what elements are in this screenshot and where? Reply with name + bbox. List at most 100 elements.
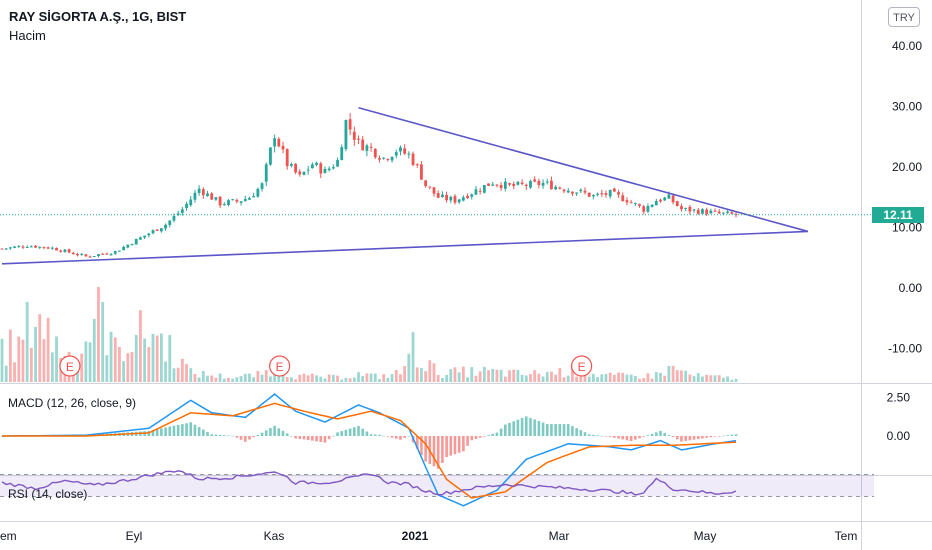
candle-body: [671, 195, 675, 203]
macd-histogram-bar: [499, 428, 503, 436]
macd-histogram-bar: [311, 436, 314, 441]
candle-body: [151, 230, 155, 234]
macd-histogram-bar: [516, 419, 520, 436]
candle-body: [701, 209, 704, 214]
volume-bar: [646, 373, 650, 382]
currency-button[interactable]: TRY: [888, 7, 920, 27]
candle-body: [361, 139, 365, 151]
volume-bar: [105, 355, 109, 382]
candle-body: [415, 164, 419, 166]
volume-bar: [17, 336, 21, 382]
volume-bar: [118, 346, 121, 382]
macd-histogram-bar: [277, 428, 281, 436]
volume-bar: [248, 373, 251, 382]
earnings-marker-label: E: [66, 360, 74, 374]
volume-legend[interactable]: Hacim: [9, 28, 46, 43]
earnings-marker[interactable]: [269, 355, 291, 377]
macd-histogram-bar: [227, 435, 230, 437]
symbol-title[interactable]: RAY SİGORTA A.Ş., 1G, BIST: [9, 9, 187, 24]
macd-histogram-bar: [441, 436, 444, 463]
macd-histogram-bar: [592, 434, 595, 436]
candle-body: [323, 168, 327, 174]
volume-bar: [482, 366, 486, 382]
macd-histogram-bar: [722, 435, 725, 437]
macd-histogram-bar: [214, 434, 218, 436]
macd-histogram-bar: [562, 424, 566, 436]
candle-body: [726, 211, 730, 213]
volume-bar: [13, 362, 16, 382]
candle-body: [97, 254, 100, 257]
volume-bar: [604, 373, 608, 382]
candle-body: [516, 181, 520, 185]
macd-histogram-bar: [596, 435, 599, 436]
macd-histogram-bar: [189, 422, 193, 436]
earnings-marker[interactable]: [59, 355, 81, 377]
candle-body: [319, 163, 323, 174]
volume-bar: [122, 361, 126, 382]
candle-body: [629, 202, 633, 204]
macd-histogram-bar: [625, 436, 629, 441]
candle-body: [478, 190, 482, 192]
candle-body: [688, 206, 692, 212]
macd-histogram-bar: [537, 420, 541, 436]
candle-body: [537, 180, 541, 186]
macd-histogram-bar: [424, 436, 427, 462]
macd-histogram-bar: [524, 416, 528, 436]
candle-body: [445, 194, 448, 201]
candle-body: [474, 189, 478, 195]
candle-body: [680, 206, 683, 210]
candle-body: [621, 195, 625, 202]
volume-bar: [453, 367, 457, 382]
volume-bar: [155, 335, 159, 382]
macd-histogram-bar: [545, 424, 549, 436]
volume-bar: [252, 377, 256, 382]
trend-line: [1, 230, 808, 265]
volume-bar: [411, 332, 415, 382]
volume-bar: [139, 310, 142, 382]
volume-bar: [126, 353, 130, 382]
volume-bar: [29, 347, 33, 382]
macd-legend[interactable]: MACD (12, 26, close, 9): [8, 396, 137, 410]
macd-histogram-bar: [193, 424, 197, 436]
candle-body: [617, 192, 620, 195]
volume-bar: [97, 287, 100, 382]
macd-histogram-bar: [298, 436, 302, 439]
candle-body: [235, 199, 239, 202]
candle-body: [38, 246, 42, 248]
macd-histogram-bar: [281, 430, 285, 436]
volume-bar: [365, 373, 369, 382]
macd-histogram-bar: [483, 436, 486, 437]
candle-body: [667, 194, 671, 199]
macd-histogram-bar: [508, 422, 511, 436]
macd-histogram-bar: [353, 427, 356, 436]
volume-bar: [197, 377, 201, 382]
volume-bar: [172, 368, 176, 382]
volume-bar: [0, 338, 4, 382]
volume-bar: [315, 375, 318, 382]
macd-histogram-bar: [256, 434, 260, 436]
candle-body: [256, 188, 260, 197]
rsi-line: [1, 470, 737, 496]
earnings-marker[interactable]: [571, 355, 593, 377]
volume-bar: [403, 366, 407, 382]
volume-bar: [193, 374, 197, 382]
rsi-legend[interactable]: RSI (14, close): [8, 487, 88, 501]
candle-body: [394, 152, 398, 156]
candle-body: [403, 148, 407, 154]
candle-body: [352, 131, 356, 140]
candle-body: [508, 183, 511, 185]
macd-histogram-bar: [294, 436, 297, 439]
macd-histogram-bar: [210, 434, 214, 436]
macd-histogram-bar: [231, 435, 234, 437]
volume-bar: [566, 375, 570, 382]
candle-body: [17, 246, 21, 248]
macd-histogram-bar: [260, 432, 264, 436]
macd-histogram-bar: [206, 431, 209, 436]
volume-bar: [290, 377, 293, 382]
candle-body: [554, 186, 558, 190]
trend-line: [358, 106, 809, 233]
volume-bar: [680, 370, 683, 382]
macd-tick-label: 2.50: [887, 390, 911, 404]
